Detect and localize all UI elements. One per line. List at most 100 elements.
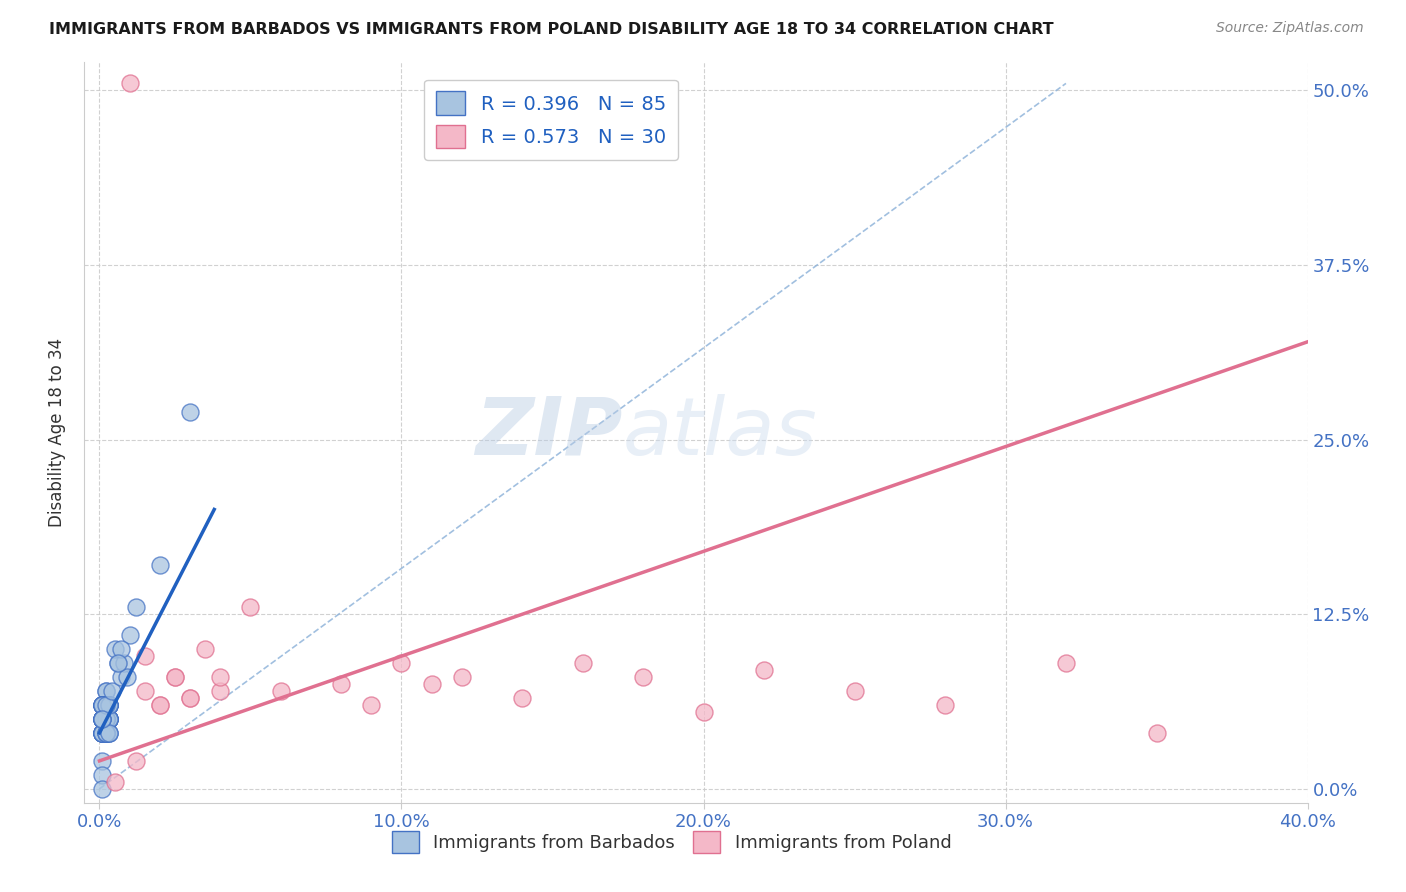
Point [752, 663, 775, 677]
Point [97, 698, 120, 712]
Point [91, 698, 114, 712]
Point [94, 726, 117, 740]
Point [94, 726, 117, 740]
Point [94, 712, 117, 726]
Point [94, 684, 117, 698]
Text: atlas: atlas [623, 393, 817, 472]
Point [91, 754, 114, 768]
Point [94, 712, 117, 726]
Point [91, 768, 114, 782]
Point [97, 698, 120, 712]
Point [91, 698, 114, 712]
Point [94, 712, 117, 726]
Point [112, 656, 135, 670]
Point [97, 712, 120, 726]
Point [91, 712, 114, 726]
Point [270, 684, 292, 698]
Point [91, 726, 114, 740]
Point [179, 405, 201, 419]
Point [94, 726, 117, 740]
Point [209, 670, 232, 684]
Point [391, 656, 413, 670]
Point [97, 712, 120, 726]
Point [94, 698, 117, 712]
Point [844, 684, 866, 698]
Point [91, 698, 114, 712]
Point [94, 726, 117, 740]
Point [97, 712, 120, 726]
Point [94, 698, 117, 712]
Point [97, 698, 120, 712]
Point [179, 691, 201, 706]
Point [94, 684, 117, 698]
Point [103, 775, 125, 789]
Point [94, 726, 117, 740]
Point [115, 670, 138, 684]
Point [94, 698, 117, 712]
Point [330, 677, 353, 691]
Point [239, 600, 262, 615]
Point [149, 558, 172, 573]
Point [94, 712, 117, 726]
Point [91, 726, 114, 740]
Point [91, 726, 114, 740]
Point [110, 642, 132, 657]
Point [94, 726, 117, 740]
Point [94, 726, 117, 740]
Point [510, 691, 533, 706]
Point [107, 656, 129, 670]
Point [97, 712, 120, 726]
Point [94, 712, 117, 726]
Point [97, 712, 120, 726]
Point [134, 649, 156, 664]
Point [97, 726, 120, 740]
Point [94, 698, 117, 712]
Point [110, 670, 132, 684]
Point [194, 642, 217, 657]
Point [94, 698, 117, 712]
Point [91, 698, 114, 712]
Point [91, 726, 114, 740]
Point [91, 726, 114, 740]
Point [1146, 726, 1168, 740]
Point [97, 698, 120, 712]
Point [692, 705, 714, 719]
Point [91, 712, 114, 726]
Point [94, 712, 117, 726]
Text: IMMIGRANTS FROM BARBADOS VS IMMIGRANTS FROM POLAND DISABILITY AGE 18 TO 34 CORRE: IMMIGRANTS FROM BARBADOS VS IMMIGRANTS F… [49, 22, 1054, 37]
Point [97, 712, 120, 726]
Point [97, 726, 120, 740]
Point [125, 600, 148, 615]
Point [97, 726, 120, 740]
Legend: Immigrants from Barbados, Immigrants from Poland: Immigrants from Barbados, Immigrants fro… [384, 824, 959, 861]
Point [103, 642, 125, 657]
Point [107, 656, 129, 670]
Point [97, 698, 120, 712]
Point [571, 656, 593, 670]
Point [97, 712, 120, 726]
Point [94, 726, 117, 740]
Point [420, 677, 443, 691]
Point [97, 712, 120, 726]
Point [91, 712, 114, 726]
Point [94, 698, 117, 712]
Point [118, 76, 141, 90]
Point [91, 712, 114, 726]
Point [360, 698, 382, 712]
Point [163, 670, 186, 684]
Point [134, 684, 156, 698]
Point [209, 684, 232, 698]
Point [100, 684, 122, 698]
Point [91, 712, 114, 726]
Point [125, 754, 148, 768]
Point [91, 712, 114, 726]
Point [179, 691, 201, 706]
Point [91, 698, 114, 712]
Point [91, 712, 114, 726]
Point [934, 698, 956, 712]
Point [91, 726, 114, 740]
Text: ZIP: ZIP [475, 393, 623, 472]
Point [97, 698, 120, 712]
Point [97, 712, 120, 726]
Point [97, 698, 120, 712]
